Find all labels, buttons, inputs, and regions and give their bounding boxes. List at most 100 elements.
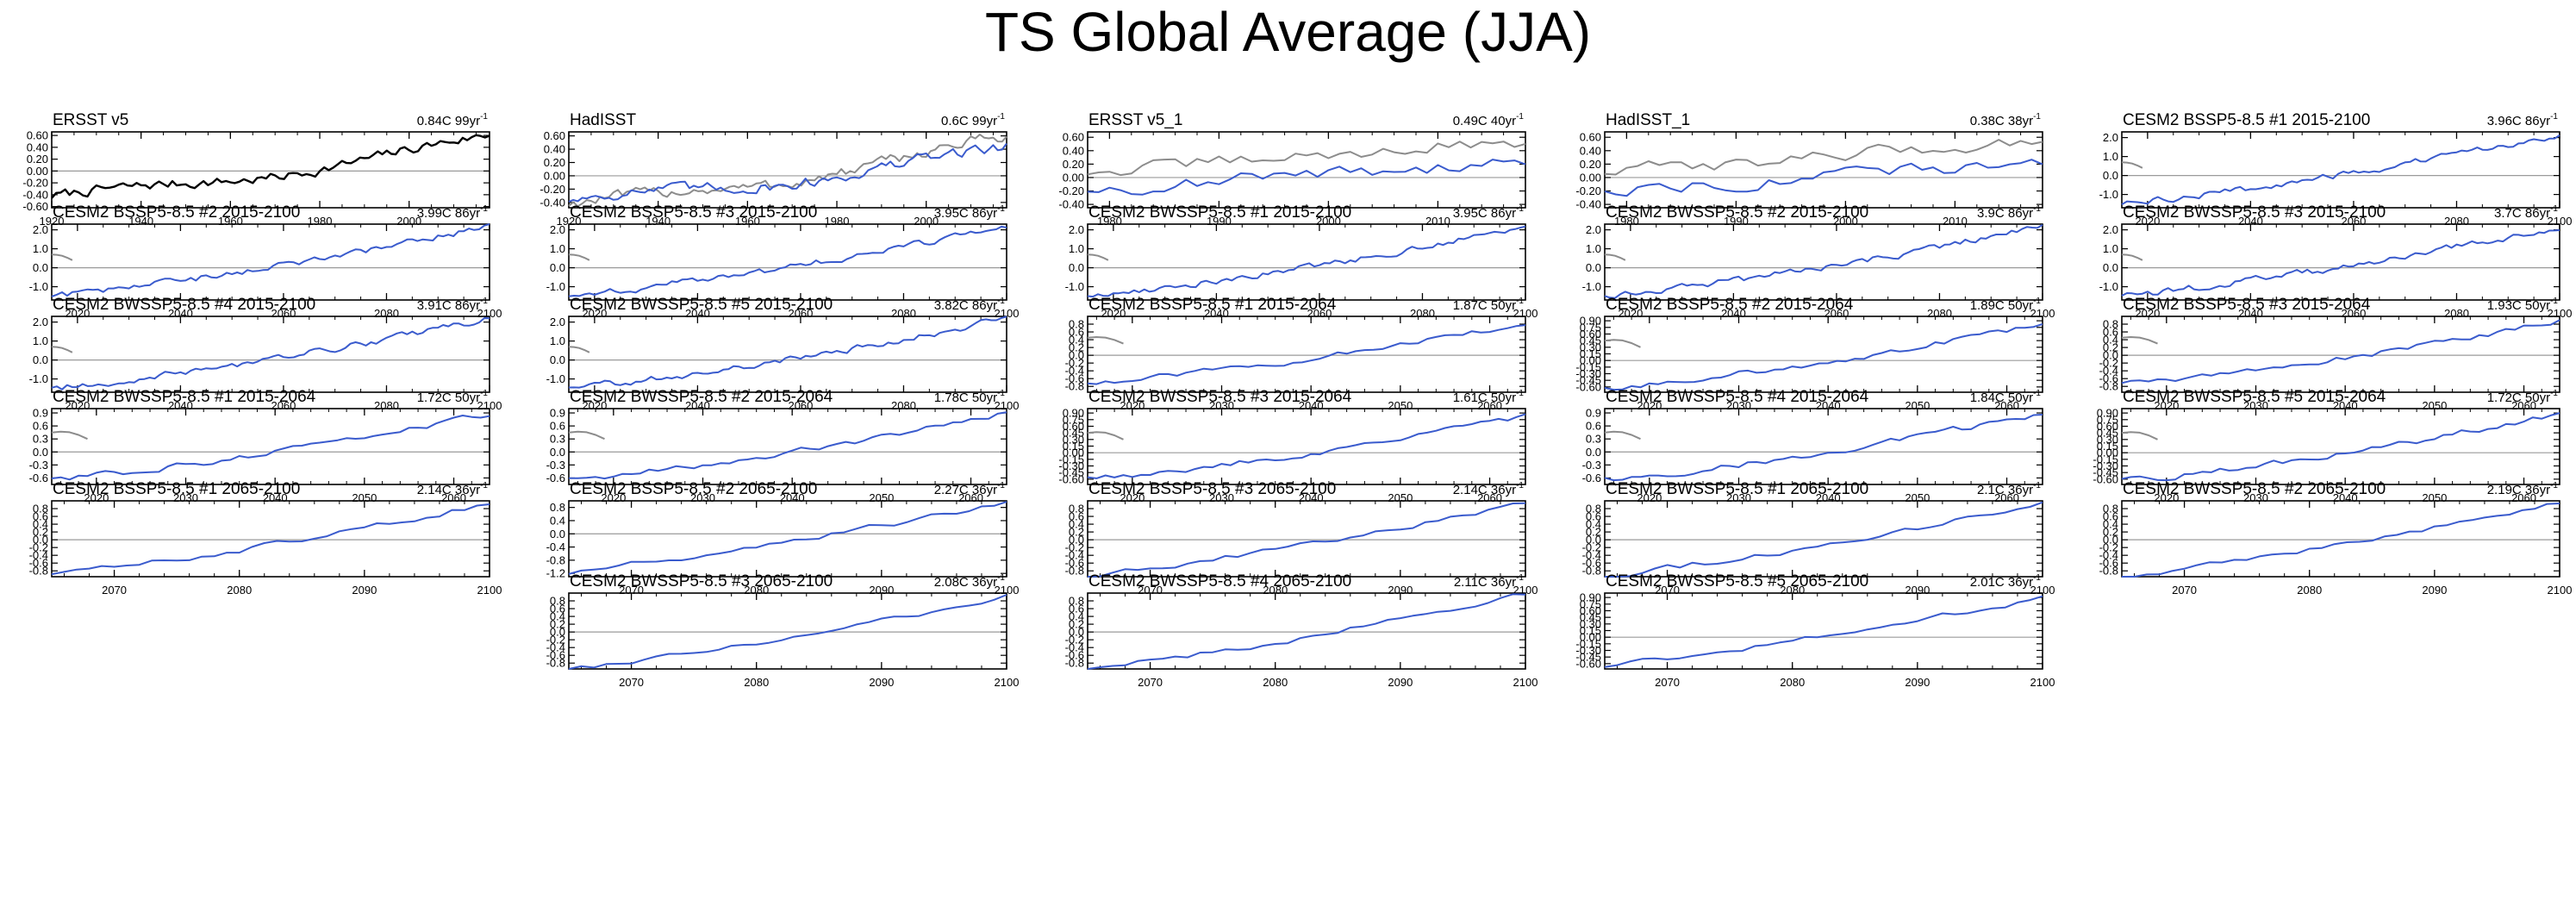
y-tick-label: -0.6 [1582, 557, 1601, 570]
y-tick-label: -0.40 [540, 196, 565, 209]
panel-title: CESM2 BWSSP5-8.5 #4 2015-2100 [53, 296, 315, 314]
plot-frame [2121, 316, 2560, 393]
panel-title: HadISST [570, 111, 636, 129]
x-tick-label: 2080 [891, 399, 916, 412]
panel-title: CESM2 BWSSP5-8.5 #5 2015-2064 [2123, 388, 2386, 406]
y-tick-label: -0.45 [1575, 651, 1601, 664]
panel-10: CESM2 BWSSP5-8.5 #3 2015-2100 3.7C 86yr-1… [2099, 203, 2573, 320]
y-tick-label: 0.20 [544, 156, 565, 169]
panel-title: HadISST_1 [1606, 111, 1690, 129]
y-tick-label: -0.4 [1065, 365, 1084, 378]
y-tick-label: 0.0 [33, 534, 48, 547]
x-tick-label: 2100 [2548, 584, 2573, 597]
x-tick-label: 1980 [308, 215, 333, 228]
y-tick-label: 0.60 [1580, 131, 1601, 144]
plot-frame [1604, 223, 2043, 301]
panel-21: CESM2 BSSP5-8.5 #1 2065-2100 2.14C 36yr-1… [29, 480, 502, 597]
y-tick-label: -0.40 [22, 188, 48, 201]
x-tick-label: 2010 [1425, 215, 1450, 228]
series-line-model [51, 503, 490, 576]
y-tick-label: 0.2 [2103, 526, 2118, 539]
y-tick-label: -0.20 [22, 177, 48, 190]
y-tick-label: 0.0 [550, 446, 565, 459]
panel-title: CESM2 BSSP5-8.5 #3 2015-2100 [570, 203, 817, 222]
y-tick-label: 0.90 [1580, 315, 1601, 328]
panel-trend: 1.87C 50yr-1 [1453, 297, 1525, 313]
x-tick-label: 2080 [744, 676, 769, 689]
y-tick-label: -0.8 [1582, 565, 1601, 578]
x-tick-label: 2090 [1388, 676, 1413, 689]
x-tick-label: 2080 [2297, 584, 2322, 597]
y-tick-label: 0.8 [550, 501, 565, 514]
plot-frame [1604, 592, 2043, 670]
panel-trend: 2.1C 36yr-1 [1977, 481, 2041, 497]
plot-frame [1604, 500, 2043, 578]
panel-title: CESM2 BWSSP5-8.5 #2 2015-2064 [570, 388, 833, 406]
x-tick-label: 2080 [227, 584, 252, 597]
panel-trend: 1.93C 50yr-1 [2487, 297, 2559, 313]
y-tick-label: 0.90 [2097, 407, 2118, 420]
panel-trend: 2.14C 36yr-1 [417, 481, 489, 497]
x-tick-label: 2080 [1780, 676, 1805, 689]
panel-15: CESM2 BSSP5-8.5 #3 2015-2064 1.93C 50yr-1… [2099, 296, 2560, 412]
panel-23: CESM2 BSSP5-8.5 #3 2065-2100 2.14C 36yr-1… [1065, 480, 1538, 597]
panel-title: CESM2 BWSSP5-8.5 #4 2015-2064 [1606, 388, 1869, 406]
series-line-reference [1087, 141, 1526, 177]
y-tick-label: 0.2 [2103, 341, 2118, 354]
y-tick-label: 0.30 [1580, 617, 1601, 630]
y-tick-label: -0.6 [546, 472, 565, 484]
series-line-model [2122, 503, 2560, 578]
y-tick-label: -0.2 [29, 541, 48, 554]
panel-title: CESM2 BSSP5-8.5 #3 2015-2064 [2123, 296, 2371, 314]
plot-frame [51, 408, 490, 485]
y-tick-label: 0.20 [27, 153, 48, 166]
series-line-reference [568, 253, 590, 261]
y-tick-label: 0.75 [1063, 413, 1084, 426]
y-tick-label: 0.6 [550, 420, 565, 433]
y-tick-label: 2.0 [2103, 223, 2118, 236]
series-line-reference [1604, 139, 2043, 176]
series-line-ersst-v5 [568, 134, 1007, 208]
y-tick-label: -0.30 [2093, 459, 2118, 472]
panel-26: CESM2 BWSSP5-8.5 #3 2065-2100 2.08C 36yr-… [546, 572, 1020, 689]
y-tick-label: 0.2 [1069, 341, 1084, 354]
y-tick-label: 0.0 [33, 261, 48, 274]
x-tick-label: 2090 [1905, 676, 1930, 689]
y-tick-label: 0.0 [2103, 534, 2118, 547]
panel-trend: 0.38C 38yr-1 [1970, 112, 2042, 128]
panel-title: CESM2 BWSSP5-8.5 #5 2065-2100 [1606, 572, 1868, 590]
panel-title: CESM2 BWSSP5-8.5 #3 2015-2100 [2123, 203, 2386, 222]
y-tick-label: -0.6 [546, 649, 565, 662]
y-tick-label: 0.6 [1069, 510, 1084, 523]
y-tick-label: -0.6 [29, 557, 48, 570]
y-tick-label: 0.00 [544, 169, 565, 182]
panel-trend: 2.27C 36yr-1 [934, 481, 1006, 497]
y-tick-label: 1.0 [33, 334, 48, 347]
y-tick-label: 0.60 [544, 129, 565, 142]
y-tick-label: -0.8 [2099, 565, 2118, 578]
y-tick-label: -0.6 [2099, 372, 2118, 385]
plot-frame [1087, 500, 1526, 578]
y-tick-label: -0.15 [1575, 637, 1601, 650]
y-tick-label: -0.6 [1065, 557, 1084, 570]
y-tick-label: -0.8 [2099, 380, 2118, 393]
y-tick-label: 0.00 [2097, 447, 2118, 459]
y-tick-label: -0.8 [1065, 380, 1084, 393]
panel-title: CESM2 BWSSP5-8.5 #3 2015-2064 [1088, 388, 1352, 406]
y-tick-label: -0.8 [1065, 657, 1084, 670]
panel-title: ERSST v5 [53, 111, 128, 129]
x-tick-label: 2100 [995, 676, 1020, 689]
y-tick-label: 0.8 [1069, 318, 1084, 331]
y-tick-label: -0.60 [2093, 472, 2118, 485]
series-line-model [1604, 224, 2043, 299]
y-tick-label: -0.2 [546, 634, 565, 647]
panel-trend: 1.89C 50yr-1 [1970, 297, 2042, 313]
series-line-reference [1087, 253, 1109, 261]
series-line-model [1604, 414, 2043, 482]
panel-title: CESM2 BWSSP5-8.5 #1 2015-2100 [1088, 203, 1351, 222]
series-line-reference [51, 430, 88, 441]
y-tick-label: -0.30 [1058, 459, 1084, 472]
panel-trend: 3.96C 86yr-1 [2487, 112, 2559, 128]
y-tick-label: 0.0 [1586, 534, 1601, 547]
